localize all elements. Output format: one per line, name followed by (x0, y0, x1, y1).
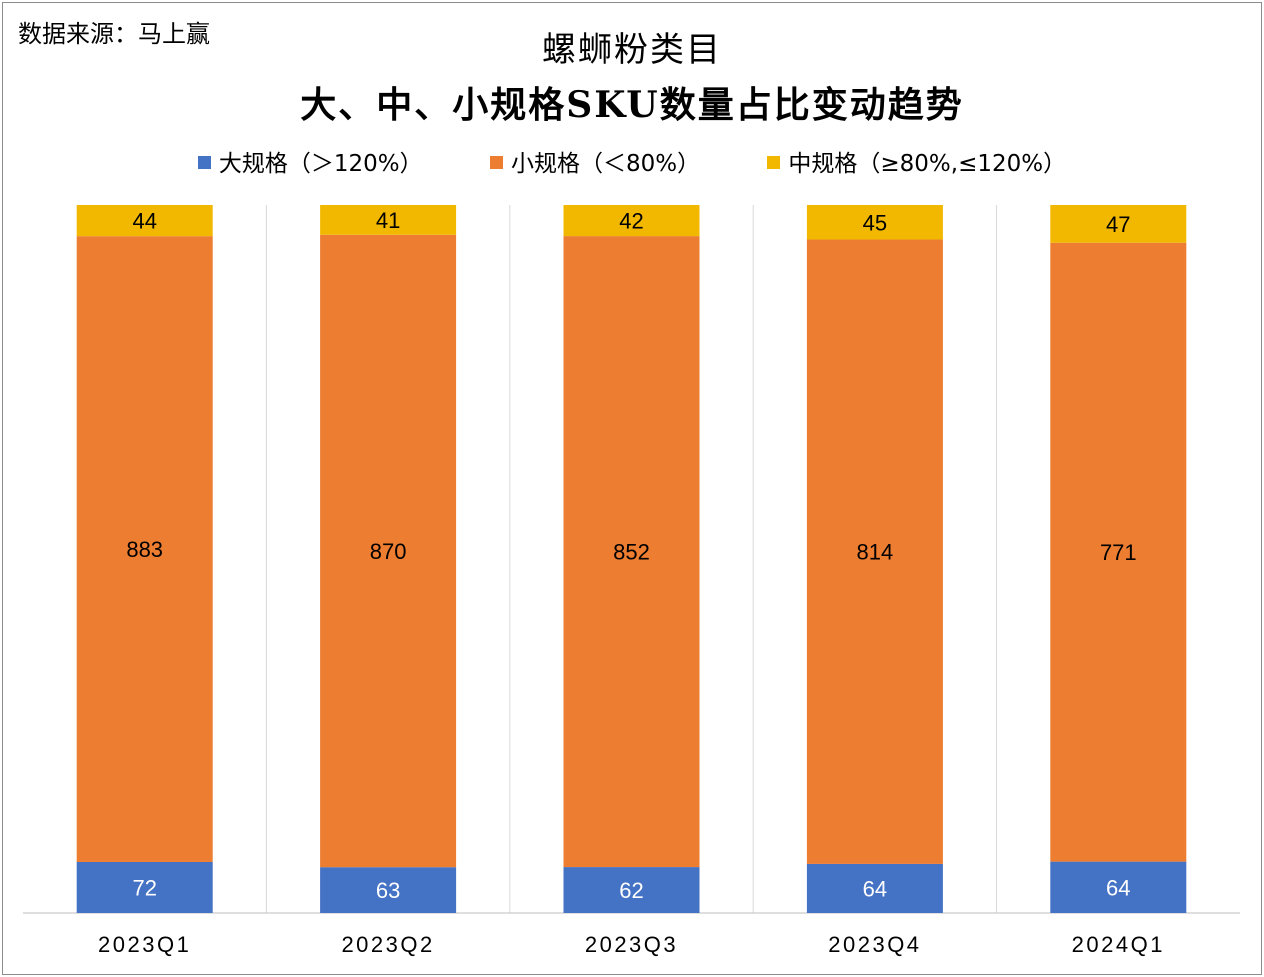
bar-segment-medium (806, 205, 943, 240)
data-label-medium: 42 (619, 209, 643, 234)
legend-swatch-small (489, 156, 503, 169)
data-label-medium: 41 (376, 208, 400, 233)
x-tick-label: 2024Q1 (1072, 932, 1165, 957)
bar-segment-large (563, 867, 700, 913)
x-tick-label: 2023Q1 (98, 932, 191, 957)
x-tick-label: 2023Q4 (828, 932, 921, 957)
data-label-large: 62 (619, 878, 643, 903)
data-label-medium: 47 (1106, 212, 1130, 237)
data-label-large: 64 (1106, 875, 1130, 900)
data-label-small: 870 (370, 539, 407, 564)
bar-segment-large (320, 867, 457, 913)
data-label-small: 883 (126, 537, 163, 562)
data-label-large: 72 (132, 875, 156, 900)
data-label-small: 814 (857, 540, 894, 565)
legend-item-small: 小规格（＜80%） (489, 144, 701, 178)
x-tick-label: 2023Q2 (341, 932, 434, 957)
data-label-medium: 44 (132, 209, 156, 234)
data-label-large: 63 (376, 878, 400, 903)
legend-swatch-medium (767, 156, 781, 169)
bar-segment-small (76, 236, 213, 862)
legend: 大规格（＞120%） 小规格（＜80%） 中规格（≥80%,≤120%） (0, 144, 1264, 178)
bar-segment-small (806, 239, 943, 864)
bar-segment-medium (1050, 205, 1187, 243)
data-label-small: 771 (1100, 540, 1137, 565)
x-tick-label: 2023Q3 (585, 932, 678, 957)
legend-label-large: 大规格（＞120%） (218, 151, 423, 177)
bar-segment-small (320, 234, 457, 868)
data-label-medium: 45 (863, 210, 887, 235)
legend-item-large: 大规格（＞120%） (197, 144, 423, 178)
bar-segment-large (1050, 861, 1187, 913)
legend-label-small: 小规格（＜80%） (510, 151, 701, 177)
legend-swatch-large (197, 156, 211, 169)
bar-segment-medium (563, 205, 700, 237)
legend-label-medium: 中规格（≥80%,≤120%） (788, 151, 1067, 177)
legend-item-medium: 中规格（≥80%,≤120%） (767, 144, 1066, 178)
data-label-large: 64 (863, 876, 887, 901)
bar-segment-large (76, 861, 213, 913)
bar-segment-medium (76, 205, 213, 237)
bar-segment-large (806, 863, 943, 913)
bar-segment-small (1050, 242, 1187, 862)
bar-segment-small (563, 236, 700, 868)
chart-title: 螺蛳粉类目 (542, 30, 722, 70)
chart-subtitle: 大、中、小规格SKU数量占比变动趋势 (300, 84, 964, 126)
bar-segment-medium (320, 205, 457, 235)
source-note: 数据来源：马上赢 (18, 20, 210, 48)
data-label-small: 852 (613, 540, 650, 565)
